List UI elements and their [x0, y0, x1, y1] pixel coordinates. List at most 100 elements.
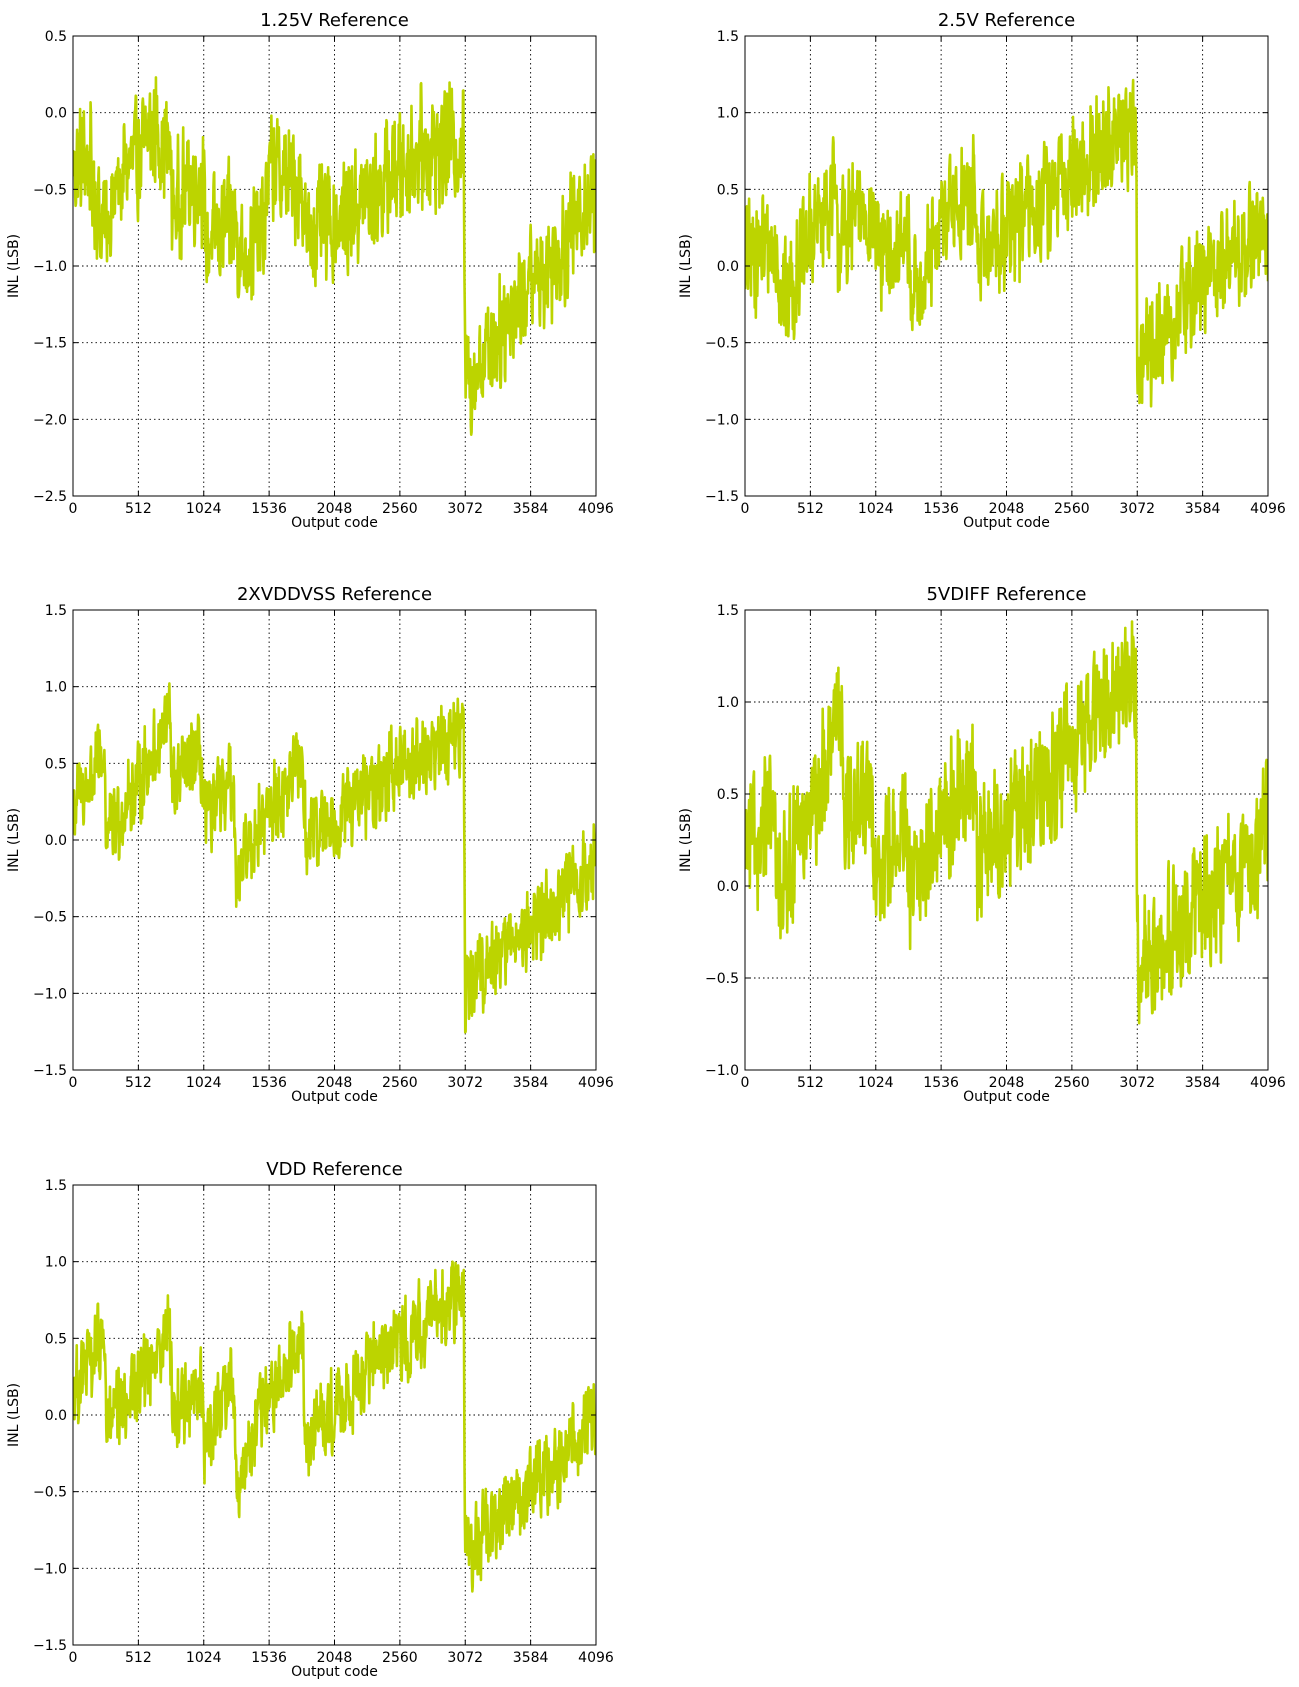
x-tick-label: 4096	[1250, 1075, 1286, 1091]
x-tick-label: 1024	[858, 501, 894, 517]
x-tick-label: 2048	[317, 1075, 353, 1091]
y-tick-label: −0.5	[33, 910, 67, 926]
x-tick-label: 3072	[447, 501, 483, 517]
y-tick-label: −0.5	[705, 971, 739, 987]
y-tick-label: 0.0	[45, 833, 67, 849]
x-axis-label: Output code	[963, 1089, 1050, 1105]
chart-title: VDD Reference	[266, 1159, 402, 1180]
x-tick-label: 0	[69, 1075, 78, 1091]
y-tick-label: 0.0	[717, 879, 739, 895]
x-tick-label: 0	[741, 501, 750, 517]
y-tick-label: 0.5	[717, 787, 739, 803]
y-tick-label: 1.5	[717, 603, 739, 619]
chart-panel-5: 0 512 1024 1536 2048 2560 3072 3584 4096 −1.5 −1.0…	[6, 1159, 614, 1680]
y-tick-label: 0.5	[45, 29, 67, 45]
x-tick-label: 3072	[1119, 501, 1155, 517]
x-tick-label: 0	[69, 1650, 78, 1666]
y-tick-label: −1.0	[33, 259, 67, 275]
x-tick-label: 3584	[513, 1075, 549, 1091]
x-tick-label: 2560	[1054, 1075, 1090, 1091]
y-tick-label: 1.0	[45, 1255, 67, 1271]
chart-panel-3: 0 512 1024 1536 2048 2560 3072 3584 4096 −1.5 −1.0…	[6, 584, 614, 1105]
x-tick-label: 3584	[1185, 1075, 1221, 1091]
x-tick-label: 1024	[186, 1075, 222, 1091]
inl-series-line	[745, 620, 1268, 1025]
x-tick-label: 1536	[251, 1650, 287, 1666]
x-tick-label: 2560	[1054, 501, 1090, 517]
x-tick-label: 1024	[858, 1075, 894, 1091]
y-tick-label: −1.0	[33, 1561, 67, 1577]
chart-title: 1.25V Reference	[260, 10, 409, 31]
x-tick-label: 1536	[251, 1075, 287, 1091]
x-tick-label: 2048	[317, 501, 353, 517]
x-tick-label: 3584	[513, 1650, 549, 1666]
x-tick-label: 1024	[186, 501, 222, 517]
y-tick-label: −1.0	[705, 1063, 739, 1079]
y-tick-label: 1.5	[45, 603, 67, 619]
x-tick-label: 4096	[578, 1650, 614, 1666]
inl-series-line	[745, 78, 1268, 408]
y-tick-label: −1.5	[705, 489, 739, 505]
x-tick-label: 1024	[186, 1650, 222, 1666]
y-tick-label: 0.0	[717, 259, 739, 275]
y-tick-label: −2.0	[33, 412, 67, 428]
x-tick-label: 3072	[447, 1075, 483, 1091]
y-tick-label: 0.0	[45, 1408, 67, 1424]
chart-panel-4: 0 512 1024 1536 2048 2560 3072 3584 4096 −1.0 −0.5…	[678, 584, 1286, 1105]
x-tick-label: 2560	[382, 1650, 418, 1666]
x-tick-label: 2560	[382, 1075, 418, 1091]
y-tick-label: −0.5	[33, 182, 67, 198]
inl-series-line	[73, 682, 596, 1034]
inl-series-line	[73, 76, 596, 436]
y-axis-label: INL (LSB)	[678, 808, 694, 872]
x-tick-label: 3584	[1185, 501, 1221, 517]
x-tick-label: 0	[741, 1075, 750, 1091]
x-tick-label: 512	[797, 501, 824, 517]
y-tick-label: −1.5	[33, 1063, 67, 1079]
x-tick-label: 512	[125, 1650, 152, 1666]
y-tick-label: 1.0	[717, 695, 739, 711]
y-tick-label: 0.5	[45, 1331, 67, 1347]
y-tick-label: −0.5	[705, 336, 739, 352]
y-tick-label: 0.0	[45, 106, 67, 122]
x-tick-label: 512	[125, 501, 152, 517]
y-tick-label: −1.5	[33, 1638, 67, 1654]
x-axis-label: Output code	[291, 515, 378, 531]
y-tick-label: −0.5	[33, 1485, 67, 1501]
y-tick-label: 1.0	[717, 106, 739, 122]
y-tick-label: −1.5	[33, 336, 67, 352]
y-axis-label: INL (LSB)	[678, 234, 694, 298]
x-tick-label: 0	[69, 501, 78, 517]
chart-panel-2: 0 512 1024 1536 2048 2560 3072 3584 4096 −1.5 −1.0…	[678, 10, 1286, 531]
y-tick-label: −1.0	[33, 986, 67, 1002]
x-axis-label: Output code	[291, 1089, 378, 1105]
x-tick-label: 1536	[251, 501, 287, 517]
x-tick-label: 1536	[923, 501, 959, 517]
chart-panel-1: 0 512 1024 1536 2048 2560 3072 3584 4096 −2.5 −2.0…	[6, 10, 614, 531]
x-tick-label: 1536	[923, 1075, 959, 1091]
x-tick-label: 4096	[1250, 501, 1286, 517]
x-tick-label: 2048	[317, 1650, 353, 1666]
y-tick-label: −2.5	[33, 489, 67, 505]
y-tick-label: 0.5	[717, 182, 739, 198]
y-tick-label: 0.5	[45, 756, 67, 772]
y-axis-label: INL (LSB)	[6, 808, 22, 872]
y-tick-label: 1.5	[45, 1178, 67, 1194]
chart-title: 2XVDDVSS Reference	[237, 584, 432, 605]
x-tick-label: 2048	[989, 1075, 1025, 1091]
x-tick-label: 2560	[382, 501, 418, 517]
x-tick-label: 512	[797, 1075, 824, 1091]
x-tick-label: 3584	[513, 501, 549, 517]
x-axis-label: Output code	[963, 515, 1050, 531]
chart-title: 2.5V Reference	[938, 10, 1075, 31]
inl-series-line	[73, 1260, 596, 1593]
y-axis-label: INL (LSB)	[6, 234, 22, 298]
x-tick-label: 2048	[989, 501, 1025, 517]
y-tick-label: 1.5	[717, 29, 739, 45]
x-tick-label: 4096	[578, 1075, 614, 1091]
chart-title: 5VDIFF Reference	[926, 584, 1086, 605]
y-axis-label: INL (LSB)	[6, 1383, 22, 1447]
x-tick-label: 3072	[447, 1650, 483, 1666]
y-tick-label: 1.0	[45, 680, 67, 696]
